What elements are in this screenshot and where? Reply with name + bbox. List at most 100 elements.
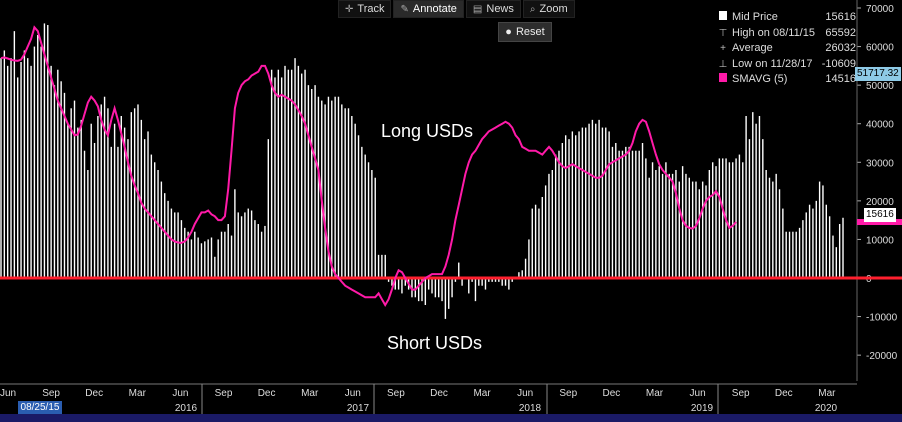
bar bbox=[695, 181, 697, 278]
reset-button[interactable]: ● Reset bbox=[498, 22, 552, 42]
bar bbox=[341, 104, 343, 278]
legend-row-high[interactable]: ⊤ High on 08/11/15 65592 bbox=[714, 26, 856, 42]
bar bbox=[234, 189, 236, 278]
bar bbox=[20, 62, 22, 278]
bar bbox=[100, 104, 102, 278]
bar bbox=[818, 181, 821, 278]
legend-row-average[interactable]: + Average 26032 bbox=[714, 41, 856, 57]
legend-row-low[interactable]: ⊥ Low on 11/28/17 -10609 bbox=[714, 57, 856, 73]
bar bbox=[270, 69, 273, 278]
bar bbox=[97, 116, 99, 278]
bar bbox=[30, 65, 32, 278]
bar bbox=[160, 181, 163, 278]
bar bbox=[237, 212, 239, 278]
low-marker-icon: ⊥ bbox=[718, 58, 728, 70]
bar bbox=[728, 162, 731, 278]
y-tick-label: 10000 bbox=[866, 235, 894, 246]
bar bbox=[317, 96, 320, 278]
bar bbox=[581, 127, 584, 278]
bar bbox=[354, 123, 356, 278]
bar bbox=[0, 58, 2, 279]
bar bbox=[782, 208, 784, 278]
bar bbox=[140, 119, 143, 278]
bar bbox=[524, 258, 527, 278]
bar bbox=[117, 146, 119, 278]
zoom-label: Zoom bbox=[539, 3, 568, 15]
x-year-label: 2016 bbox=[175, 403, 198, 414]
x-year-label: 2020 bbox=[815, 403, 838, 414]
bar bbox=[645, 158, 647, 278]
short-usds-annotation: Short USDs bbox=[387, 333, 483, 353]
start-date-tag: 08/25/15 bbox=[18, 401, 62, 414]
bar bbox=[274, 77, 276, 278]
bar bbox=[297, 65, 300, 278]
x-month-label: Mar bbox=[301, 388, 319, 399]
reset-icon: ● bbox=[505, 26, 512, 38]
bar bbox=[167, 200, 169, 278]
x-month-label: Jun bbox=[345, 388, 361, 399]
news-button[interactable]: ▤ News bbox=[465, 0, 521, 18]
bar bbox=[247, 208, 249, 278]
bar bbox=[204, 241, 206, 278]
bar bbox=[835, 247, 838, 278]
bar bbox=[842, 217, 844, 278]
high-marker-icon: ⊤ bbox=[718, 27, 728, 39]
bar bbox=[772, 181, 774, 278]
bar bbox=[668, 173, 670, 278]
bar bbox=[718, 158, 721, 278]
bar bbox=[478, 278, 480, 286]
y-tick-label: 70000 bbox=[866, 4, 894, 15]
track-button[interactable]: ✛ Track bbox=[338, 0, 392, 18]
bar bbox=[678, 181, 680, 278]
bar bbox=[53, 85, 56, 279]
bar bbox=[50, 65, 52, 278]
bar bbox=[277, 69, 280, 278]
legend-name: Mid Price bbox=[732, 11, 778, 23]
white-square-icon bbox=[716, 10, 730, 26]
bar bbox=[80, 119, 82, 278]
x-month-label: Sep bbox=[215, 388, 233, 399]
bar bbox=[67, 123, 69, 278]
y-tick-label: 30000 bbox=[866, 158, 894, 169]
bar bbox=[554, 154, 557, 278]
news-icon: ▤ bbox=[472, 3, 483, 15]
bar bbox=[73, 100, 76, 278]
legend-row-smavg[interactable]: SMAVG (5) 14516 bbox=[714, 72, 856, 88]
x-month-label: Jun bbox=[690, 388, 706, 399]
bar bbox=[641, 143, 644, 278]
bottom-scroll-strip[interactable] bbox=[0, 414, 902, 422]
bar bbox=[264, 225, 266, 278]
bar bbox=[474, 278, 477, 302]
bar bbox=[254, 220, 256, 278]
bar bbox=[621, 150, 624, 278]
bar bbox=[508, 278, 510, 290]
bar bbox=[591, 119, 594, 278]
bar bbox=[608, 131, 610, 278]
bar bbox=[227, 224, 229, 278]
bar bbox=[655, 170, 657, 278]
bar bbox=[578, 131, 580, 278]
bar bbox=[585, 127, 587, 278]
bar bbox=[808, 204, 811, 278]
bar bbox=[722, 158, 724, 278]
crosshair-icon: ✛ bbox=[345, 3, 354, 15]
legend-row-mid-price[interactable]: Mid Price 15616 bbox=[714, 10, 856, 26]
bar bbox=[758, 116, 761, 278]
bar bbox=[361, 146, 363, 278]
bar bbox=[23, 50, 26, 278]
zoom-button[interactable]: ⌕ Zoom bbox=[522, 0, 575, 18]
bar bbox=[210, 237, 213, 278]
bar bbox=[828, 216, 831, 278]
annotate-button[interactable]: ✎ Annotate bbox=[393, 0, 464, 18]
bar bbox=[825, 204, 827, 278]
bar bbox=[371, 170, 373, 278]
bar bbox=[197, 237, 199, 278]
bar bbox=[762, 139, 764, 278]
bar bbox=[638, 150, 640, 278]
x-month-label: Mar bbox=[646, 388, 664, 399]
bar bbox=[421, 278, 423, 302]
bar bbox=[544, 185, 547, 278]
bar bbox=[257, 224, 259, 278]
bar bbox=[284, 65, 286, 278]
bar bbox=[671, 173, 674, 278]
